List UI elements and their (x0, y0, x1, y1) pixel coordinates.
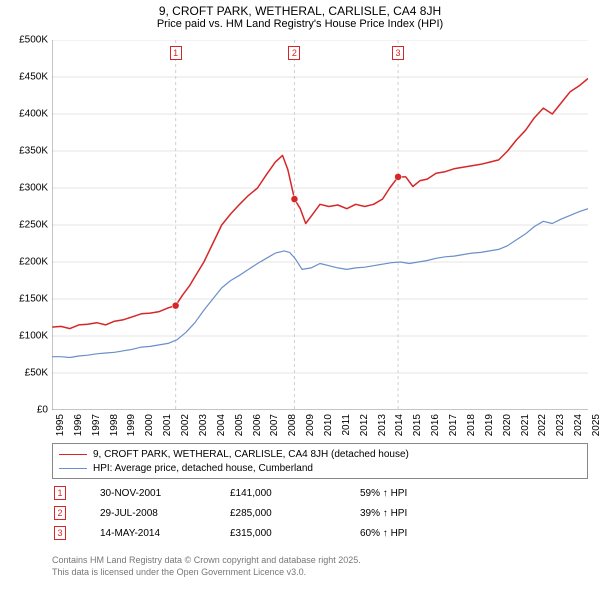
x-tick-label: 2001 (162, 414, 173, 436)
footer-line2: This data is licensed under the Open Gov… (52, 567, 361, 579)
title-subtitle: Price paid vs. HM Land Registry's House … (0, 18, 600, 30)
event-hpi: 60% ↑ HPI (360, 528, 407, 539)
x-tick-label: 1999 (126, 414, 137, 436)
footer-attribution: Contains HM Land Registry data © Crown c… (52, 555, 361, 578)
legend-swatch (59, 468, 87, 469)
x-tick-label: 2007 (269, 414, 280, 436)
event-row-marker: 2 (54, 506, 66, 520)
y-tick-label: £100K (19, 331, 48, 342)
chart-container: 9, CROFT PARK, WETHERAL, CARLISLE, CA4 8… (0, 0, 600, 590)
y-tick-label: £250K (19, 220, 48, 231)
y-tick-label: £50K (25, 368, 48, 379)
event-hpi: 59% ↑ HPI (360, 488, 407, 499)
legend: 9, CROFT PARK, WETHERAL, CARLISLE, CA4 8… (52, 443, 588, 479)
x-tick-label: 2021 (520, 414, 531, 436)
event-date: 14-MAY-2014 (100, 528, 230, 539)
event-marker-1: 1 (170, 46, 182, 60)
legend-item: 9, CROFT PARK, WETHERAL, CARLISLE, CA4 8… (59, 447, 581, 461)
events-table: 1 30-NOV-2001£141,00059% ↑ HPI 2 29-JUL-200… (52, 483, 588, 543)
event-row: 3 14-MAY-2014£315,00060% ↑ HPI (52, 523, 588, 543)
x-tick-label: 2003 (198, 414, 209, 436)
legend-label: HPI: Average price, detached house, Cumb… (93, 463, 313, 474)
x-tick-label: 2005 (234, 414, 245, 436)
x-tick-label: 1996 (73, 414, 84, 436)
event-marker-2: 2 (288, 46, 300, 60)
line-chart (52, 40, 588, 410)
y-tick-label: £300K (19, 183, 48, 194)
x-tick-label: 1995 (55, 414, 66, 436)
y-tick-label: £200K (19, 257, 48, 268)
footer-line1: Contains HM Land Registry data © Crown c… (52, 555, 361, 567)
event-row-marker: 1 (54, 486, 66, 500)
legend-swatch (59, 454, 87, 455)
x-tick-label: 2018 (466, 414, 477, 436)
event-row: 2 29-JUL-2008£285,00039% ↑ HPI (52, 503, 588, 523)
x-tick-label: 2017 (448, 414, 459, 436)
title-address: 9, CROFT PARK, WETHERAL, CARLISLE, CA4 8… (0, 4, 600, 18)
event-date: 29-JUL-2008 (100, 508, 230, 519)
title-block: 9, CROFT PARK, WETHERAL, CARLISLE, CA4 8… (0, 0, 600, 32)
event-price: £285,000 (230, 508, 360, 519)
x-tick-label: 2004 (216, 414, 227, 436)
x-tick-label: 2023 (555, 414, 566, 436)
y-tick-label: £150K (19, 294, 48, 305)
x-tick-label: 2014 (394, 414, 405, 436)
legend-label: 9, CROFT PARK, WETHERAL, CARLISLE, CA4 8… (93, 449, 409, 460)
event-row: 1 30-NOV-2001£141,00059% ↑ HPI (52, 483, 588, 503)
x-tick-label: 2016 (430, 414, 441, 436)
event-date: 30-NOV-2001 (100, 488, 230, 499)
x-tick-label: 2025 (591, 414, 600, 436)
x-tick-label: 1997 (91, 414, 102, 436)
x-tick-label: 2015 (412, 414, 423, 436)
x-tick-label: 2022 (537, 414, 548, 436)
x-tick-label: 2020 (502, 414, 513, 436)
chart-area: £0£50K£100K£150K£200K£250K£300K£350K£400… (52, 40, 588, 410)
y-tick-label: £350K (19, 146, 48, 157)
legend-item: HPI: Average price, detached house, Cumb… (59, 461, 581, 475)
x-tick-label: 2019 (484, 414, 495, 436)
x-tick-label: 2012 (359, 414, 370, 436)
event-price: £141,000 (230, 488, 360, 499)
x-tick-label: 2000 (144, 414, 155, 436)
x-tick-label: 2013 (377, 414, 388, 436)
x-tick-label: 2008 (287, 414, 298, 436)
x-tick-label: 2010 (323, 414, 334, 436)
x-tick-label: 2002 (180, 414, 191, 436)
event-row-marker: 3 (54, 526, 66, 540)
y-tick-label: £450K (19, 72, 48, 83)
y-tick-label: £0 (37, 405, 48, 416)
x-tick-label: 2011 (341, 414, 352, 436)
x-tick-label: 2024 (573, 414, 584, 436)
x-tick-label: 2009 (305, 414, 316, 436)
event-marker-3: 3 (392, 46, 404, 60)
event-price: £315,000 (230, 528, 360, 539)
event-hpi: 39% ↑ HPI (360, 508, 407, 519)
y-tick-label: £400K (19, 109, 48, 120)
x-tick-label: 2006 (252, 414, 263, 436)
x-tick-label: 1998 (109, 414, 120, 436)
y-tick-label: £500K (19, 35, 48, 46)
